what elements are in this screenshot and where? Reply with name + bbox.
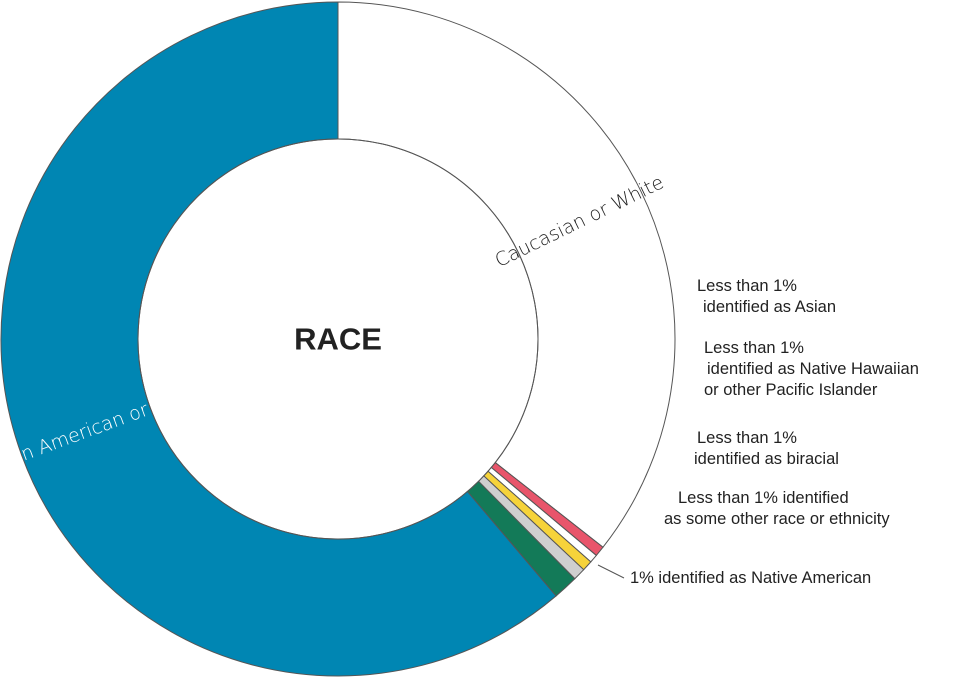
chart-title: RACE: [294, 322, 382, 357]
annotation-asian: Less than 1% identified as Asian: [697, 276, 836, 318]
annotation-native-hawaiian: Less than 1% identified as Native Hawaii…: [704, 338, 919, 401]
native-american-leader-line: [597, 564, 625, 579]
annotation-biracial: Less than 1% identified as biracial: [694, 428, 839, 470]
annotation-line: as some other race or ethnicity: [664, 510, 890, 528]
annotation-native-american: 1% identified as Native American: [630, 568, 871, 589]
annotation-line: identified as Asian: [703, 298, 837, 316]
annotation-line: Less than 1% identified: [678, 489, 849, 507]
annotation-line: Less than 1%: [697, 277, 797, 295]
annotation-line: identified as Native Hawaiian: [707, 360, 919, 378]
annotation-line: Less than 1%: [704, 339, 804, 357]
donut-slice-caucasian-or-white: [337, 1, 676, 548]
annotation-line: Less than 1%: [697, 429, 797, 447]
inner-ring-outline: [137, 138, 539, 540]
annotation-line: 1% identified as Native American: [630, 569, 872, 587]
annotation-line: identified as biracial: [694, 450, 839, 468]
annotation-other-race: Less than 1% identified as some other ra…: [664, 488, 890, 530]
annotation-line: or other Pacific Islander: [704, 381, 878, 399]
